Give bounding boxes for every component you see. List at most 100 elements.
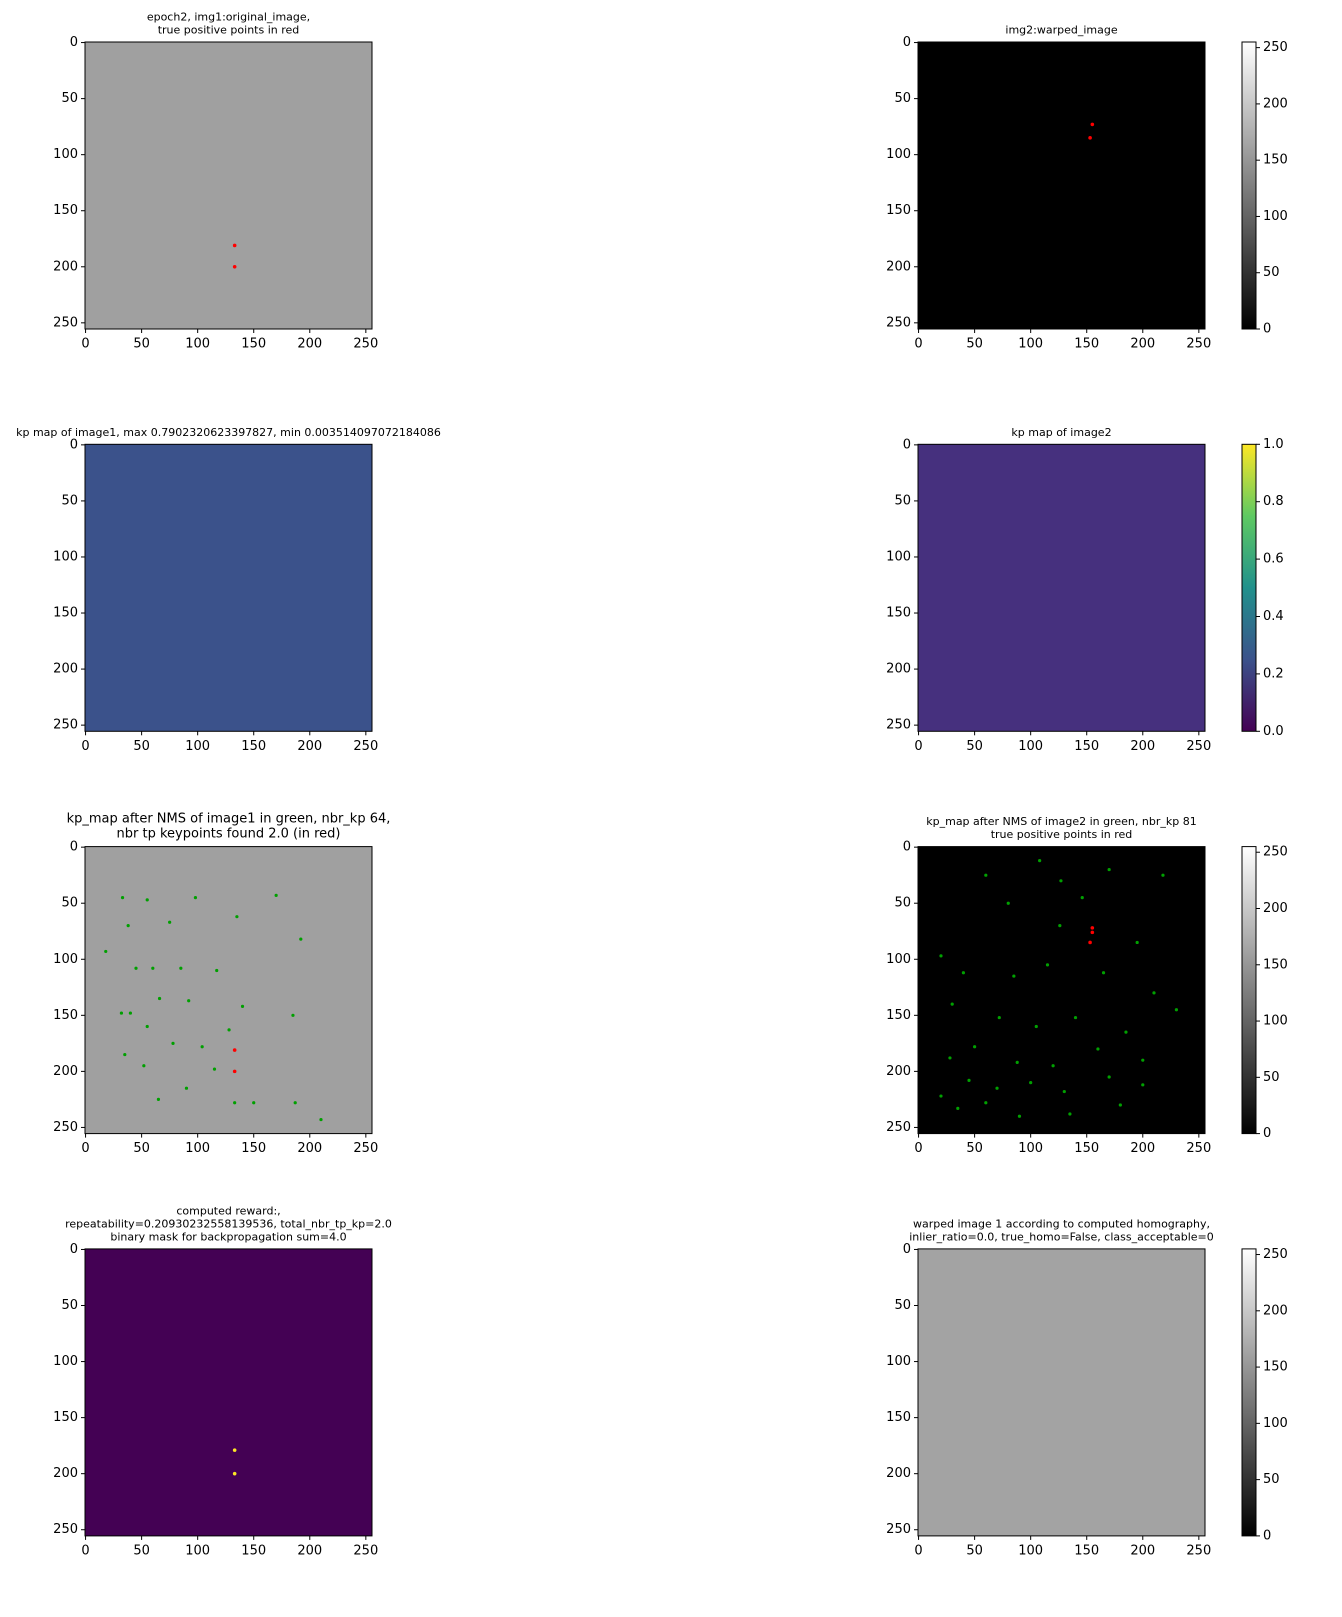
x-tick-label: 150 xyxy=(1074,739,1099,754)
x-tick-label: 100 xyxy=(185,739,210,754)
keypoint xyxy=(1012,974,1016,978)
keypoint xyxy=(950,1002,954,1006)
x-tick-label: 200 xyxy=(297,739,322,754)
axes-frame xyxy=(84,41,373,330)
x-tick-label: 200 xyxy=(297,1141,322,1156)
keypoint xyxy=(1080,896,1084,900)
y-tick-label: 50 xyxy=(61,1298,78,1313)
keypoint xyxy=(1051,1064,1055,1068)
axes-frame xyxy=(917,846,1206,1135)
axes-frame xyxy=(917,443,1206,732)
keypoint xyxy=(1059,879,1063,883)
y-tick-label: 150 xyxy=(53,1008,78,1023)
panel-title: epoch2, img1:original_image, xyxy=(147,11,310,24)
keypoint xyxy=(1101,971,1106,975)
panel-title: kp map of image1, max 0.7902320623397827… xyxy=(16,426,441,439)
y-tick-label: 150 xyxy=(53,203,78,218)
x-tick-label: 100 xyxy=(185,1141,210,1156)
panel-title: computed reward:, xyxy=(176,1204,280,1217)
true-positive-point xyxy=(1090,926,1095,930)
x-tick-label: 100 xyxy=(185,1543,210,1558)
y-tick-label: 250 xyxy=(886,718,911,733)
keypoint xyxy=(187,999,191,1003)
x-tick-label: 150 xyxy=(241,1141,266,1156)
x-tick-label: 100 xyxy=(185,337,210,352)
y-tick-label: 0 xyxy=(70,840,78,855)
x-tick-label: 200 xyxy=(1130,1543,1155,1558)
axes-frame xyxy=(917,41,1206,330)
y-tick-label: 50 xyxy=(61,91,78,106)
image xyxy=(85,1248,372,1536)
y-tick-label: 0 xyxy=(903,1242,911,1257)
keypoint xyxy=(171,1041,175,1045)
keypoint xyxy=(299,937,303,941)
x-tick-label: 0 xyxy=(914,337,922,352)
image xyxy=(918,1248,1205,1536)
y-tick-label: 100 xyxy=(886,549,911,564)
true-positive-point xyxy=(1088,136,1092,140)
y-tick-label: 50 xyxy=(894,896,911,911)
y-tick-label: 150 xyxy=(886,1410,911,1425)
true-positive-point xyxy=(232,264,237,269)
keypoint xyxy=(215,968,219,973)
panel-title: binary mask for backpropagation sum=4.0 xyxy=(110,1230,346,1243)
axes-frame xyxy=(84,1248,373,1537)
x-tick-label: 250 xyxy=(353,739,378,754)
x-tick-label: 50 xyxy=(966,739,983,754)
keypoint xyxy=(1118,1103,1122,1107)
colorbar-tick-label: 50 xyxy=(1263,265,1280,280)
keypoint xyxy=(235,915,239,919)
x-tick-label: 250 xyxy=(1186,1543,1211,1558)
y-tick-label: 200 xyxy=(53,662,78,677)
panel-title: repeatability=0.20930232558139536, total… xyxy=(65,1217,392,1230)
keypoint xyxy=(1068,1112,1072,1116)
colorbar-tick-label: 100 xyxy=(1263,1416,1288,1431)
keypoint xyxy=(997,1015,1001,1020)
axes-frame xyxy=(84,443,373,732)
y-tick-label: 200 xyxy=(53,1064,78,1079)
x-tick-label: 150 xyxy=(241,1543,266,1558)
colorbar-tick-label: 0.8 xyxy=(1263,494,1284,509)
x-tick-label: 150 xyxy=(1074,1141,1099,1156)
keypoint xyxy=(1161,873,1165,877)
x-tick-label: 200 xyxy=(297,1543,322,1558)
true-positive-point xyxy=(1088,940,1092,945)
colorbar-tick-label: 50 xyxy=(1263,1070,1280,1085)
x-tick-label: 50 xyxy=(133,1543,150,1558)
keypoint xyxy=(1124,1030,1128,1034)
x-tick-label: 250 xyxy=(1186,1141,1211,1156)
colorbar-tick-label: 100 xyxy=(1263,209,1288,224)
colorbar-tick-label: 0 xyxy=(1263,1528,1271,1543)
y-tick-label: 100 xyxy=(886,1354,911,1369)
x-tick-label: 100 xyxy=(1018,1543,1043,1558)
x-tick-label: 50 xyxy=(966,337,983,352)
true-positive-point xyxy=(1090,122,1095,127)
keypoint xyxy=(212,1067,217,1071)
x-tick-label: 0 xyxy=(81,337,89,352)
y-tick-label: 0 xyxy=(903,35,911,50)
colorbar-tick-label: 0 xyxy=(1263,1126,1271,1141)
keypoint xyxy=(252,1101,256,1105)
keypoint xyxy=(1017,1114,1022,1118)
keypoint xyxy=(1073,1015,1078,1020)
y-tick-label: 50 xyxy=(894,1298,911,1313)
keypoint xyxy=(948,1056,952,1060)
image xyxy=(918,846,1205,1134)
keypoint xyxy=(961,971,966,975)
image xyxy=(918,42,1205,329)
y-tick-label: 100 xyxy=(53,1354,78,1369)
true-positive-point xyxy=(232,1471,237,1476)
y-tick-label: 100 xyxy=(53,549,78,564)
true-positive-point xyxy=(1090,930,1095,935)
keypoint xyxy=(184,1086,189,1090)
x-tick-label: 100 xyxy=(1018,337,1043,352)
colorbar-tick-label: 100 xyxy=(1263,1014,1288,1029)
true-positive-point xyxy=(232,1448,237,1452)
keypoint xyxy=(168,920,172,924)
x-tick-label: 0 xyxy=(914,1543,922,1558)
keypoint xyxy=(104,949,108,954)
colorbar xyxy=(1241,443,1257,732)
y-tick-label: 100 xyxy=(886,147,911,162)
keypoint xyxy=(128,1011,133,1015)
